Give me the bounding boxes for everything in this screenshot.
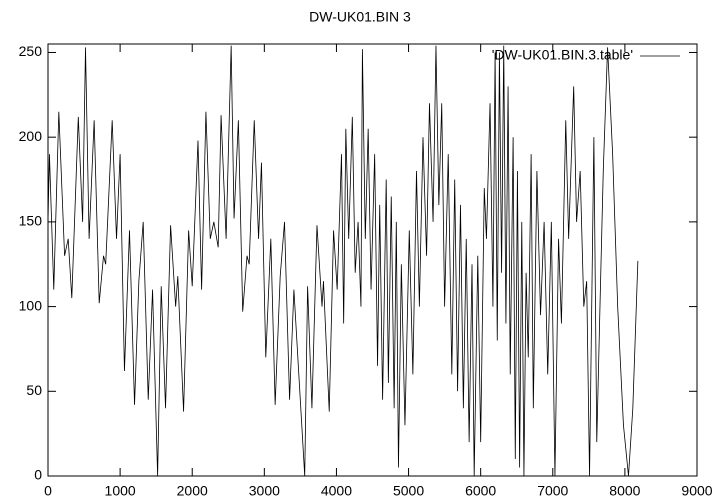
- x-tick-label: 4000: [321, 483, 352, 499]
- legend-label: 'DW-UK01.BIN.3.table': [492, 47, 633, 63]
- x-tick-label: 5000: [393, 483, 424, 499]
- y-tick-label: 250: [19, 43, 43, 59]
- x-tick-label: 9000: [681, 483, 712, 499]
- plot-frame: [47, 43, 698, 477]
- chart-title: DW-UK01.BIN 3: [309, 9, 411, 25]
- x-tick-label: 0: [44, 483, 52, 499]
- y-tick-label: 150: [19, 213, 43, 229]
- x-tick-label: 8000: [609, 483, 640, 499]
- y-tick-label: 100: [19, 297, 43, 313]
- x-tick-label: 1000: [105, 483, 136, 499]
- x-tick-label: 3000: [249, 483, 280, 499]
- y-tick-label: 0: [34, 467, 42, 483]
- data-line: [47, 45, 639, 477]
- x-tick-label: 2000: [177, 483, 208, 499]
- x-tick-label: 6000: [465, 483, 496, 499]
- y-tick-label: 50: [26, 382, 42, 398]
- x-tick-label: 7000: [537, 483, 568, 499]
- y-tick-label: 200: [19, 128, 43, 144]
